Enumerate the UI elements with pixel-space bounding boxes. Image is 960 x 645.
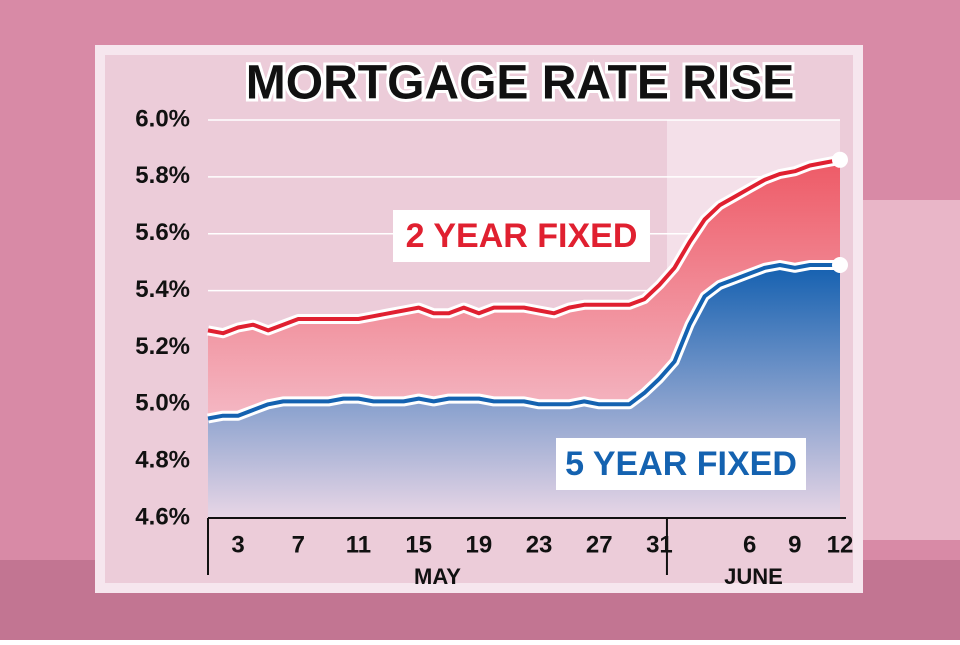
line	[207, 157, 841, 336]
end-dot	[832, 151, 848, 168]
x-tick-label: 9	[788, 531, 801, 558]
y-tick-label: 5.4%	[135, 276, 190, 303]
plot: 4.6% 4.8% 5.0% 5.2% 5.4% 5.6% 5.8% 6.0% 2 YEAR F…	[135, 105, 853, 588]
y-tick-label: 5.6%	[135, 219, 190, 246]
x-tick-label: 23	[526, 531, 553, 558]
chart-title: MORTGAGE RATE RISE	[246, 57, 794, 110]
x-tick-label: 3	[231, 531, 244, 558]
month-label: MAY	[414, 564, 461, 589]
label-box	[556, 438, 806, 490]
end-dot	[832, 256, 848, 273]
label-box	[393, 210, 650, 262]
x-tick-label: 31	[646, 531, 673, 558]
x-tick-label: 6	[743, 531, 756, 558]
x-tick-label: 27	[586, 531, 613, 558]
series-label: 2 YEAR FIXED	[406, 217, 638, 255]
y-tick-label: 6.0%	[135, 105, 190, 132]
x-tick-label: 15	[405, 531, 432, 558]
y-tick-label: 5.8%	[135, 162, 190, 189]
y-tick-label: 4.8%	[135, 446, 190, 473]
y-tick-label: 4.6%	[135, 503, 190, 530]
x-tick-label: 11	[346, 531, 371, 558]
line	[207, 263, 840, 421]
house	[860, 200, 960, 540]
y-tick-label: 5.0%	[135, 390, 190, 417]
month-label: JUNE	[724, 564, 783, 589]
x-tick-label: 12	[827, 531, 854, 558]
x-tick-label: 7	[292, 531, 305, 558]
series-label: 5 YEAR FIXED	[565, 445, 797, 483]
area-band	[208, 159, 840, 419]
y-tick-label: 5.2%	[135, 333, 190, 360]
x-tick-label: 19	[466, 531, 493, 558]
